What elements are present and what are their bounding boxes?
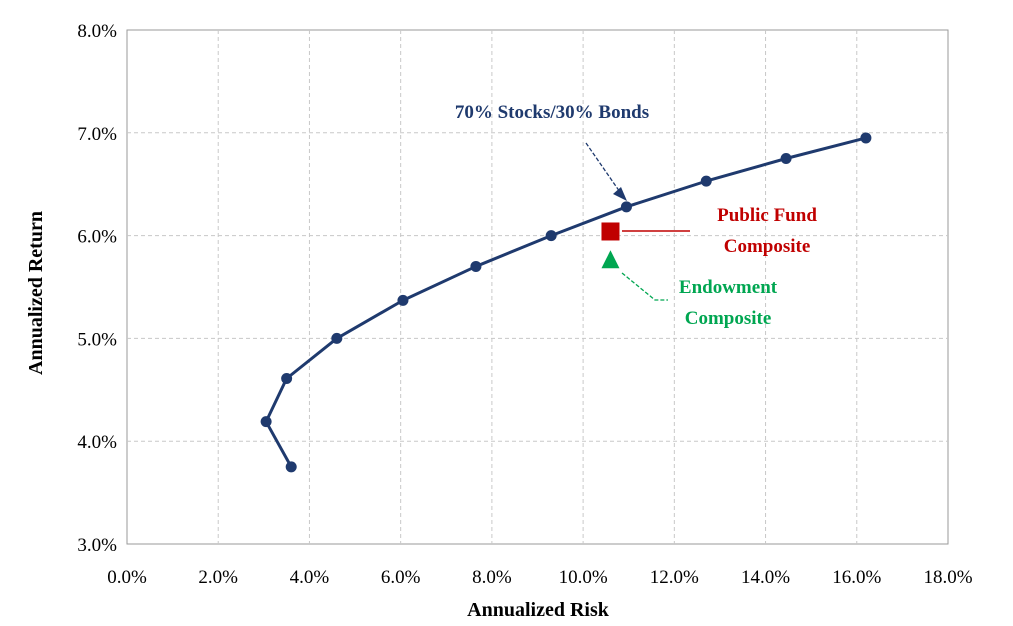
frontier-point — [545, 230, 557, 242]
y-tick-label: 4.0% — [77, 432, 117, 453]
annotation-70-30: 70% Stocks/30% Bonds — [455, 102, 649, 201]
y-tick-label: 7.0% — [77, 124, 117, 145]
endowment-marker — [601, 250, 620, 269]
x-tick-label: 12.0% — [650, 567, 699, 588]
x-tick-labels: 0.0% 2.0% 4.0% 6.0% 8.0% 10.0% 12.0% 14.0% 16.0%… — [107, 567, 973, 588]
frontier-point — [780, 153, 792, 164]
endowment-label-line2: Composite — [685, 308, 772, 329]
frontier-point — [281, 372, 293, 384]
y-tick-labels: 3.0% 4.0% 5.0% 6.0% 7.0% 8.0% — [77, 21, 117, 556]
endowment-leader-line — [621, 272, 668, 301]
frontier-point — [860, 132, 872, 144]
annotation-public-fund: Public Fund Composite — [622, 205, 817, 257]
x-tick-label: 16.0% — [832, 567, 881, 588]
y-tick-label: 8.0% — [77, 21, 117, 42]
annotation-70-30-arrowhead — [613, 187, 627, 201]
frontier-point — [620, 201, 632, 213]
x-tick-label: 18.0% — [923, 567, 972, 588]
x-tick-label: 10.0% — [559, 567, 608, 588]
public-fund-label-line1: Public Fund — [717, 205, 817, 226]
x-tick-label: 0.0% — [107, 567, 147, 588]
annotation-endowment: Endowment Composite — [621, 272, 778, 329]
grid-lines — [127, 30, 948, 544]
x-tick-label: 8.0% — [472, 567, 512, 588]
x-tick-label: 14.0% — [741, 567, 790, 588]
public-fund-marker — [601, 222, 620, 241]
x-tick-label: 2.0% — [198, 567, 238, 588]
annotation-70-30-label: 70% Stocks/30% Bonds — [455, 102, 649, 123]
public-fund-label-line2: Composite — [724, 236, 811, 257]
x-axis-title: Annualized Risk — [467, 599, 610, 621]
y-tick-label: 5.0% — [77, 329, 117, 350]
series-layer — [260, 132, 872, 473]
y-tick-label: 3.0% — [77, 535, 117, 556]
y-axis-title: Annualized Return — [25, 211, 47, 375]
annotation-70-30-arrow — [585, 142, 623, 196]
frontier-point — [331, 332, 343, 344]
x-tick-label: 4.0% — [290, 567, 330, 588]
frontier-point — [260, 416, 272, 428]
frontier-point — [397, 294, 409, 306]
frontier-point — [470, 260, 482, 272]
frontier-point — [700, 175, 712, 187]
y-tick-label: 6.0% — [77, 227, 117, 248]
x-tick-label: 6.0% — [381, 567, 421, 588]
frontier-point — [285, 461, 297, 473]
endowment-label-line1: Endowment — [679, 277, 778, 298]
plot-area — [126, 29, 949, 545]
